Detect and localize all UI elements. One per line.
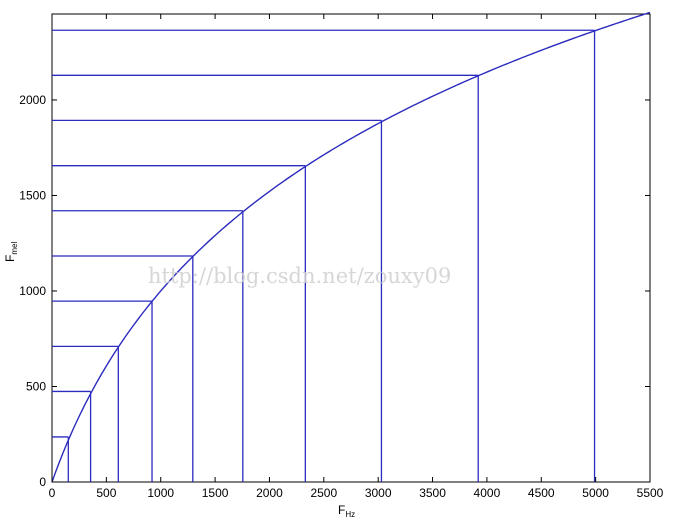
x-tick-label: 0 [49,486,56,500]
mel-curve [51,11,651,483]
reference-lines [52,29,596,482]
x-tick-labels: 0 500 1000 1500 2000 2500 3000 3500 4000 4500 5000… [49,486,664,500]
x-tick-label: 3500 [419,486,446,500]
x-tick-label: 3000 [365,486,392,500]
x-tick-label: 4000 [474,486,501,500]
y-axis-label: Fmel [3,242,19,262]
x-tick-label: 1500 [202,486,229,500]
axis-ticks [51,14,651,483]
x-tick-label: 500 [96,486,116,500]
y-tick-label: 500 [26,379,46,393]
y-tick-labels: 0 500 1000 1500 2000 [19,93,46,489]
x-tick-label: 5500 [637,486,664,500]
y-tick-label: 0 [39,475,46,489]
x-tick-label: 2500 [310,486,337,500]
y-tick-label: 2000 [19,93,46,107]
watermark: http://blog.csdn.net/zouxy09 [148,264,451,288]
x-axis-label: FHz [338,503,355,519]
x-tick-label: 2000 [256,486,283,500]
x-tick-label: 4500 [528,486,555,500]
x-tick-label: 1000 [147,486,174,500]
x-tick-label: 5000 [582,486,609,500]
y-tick-label: 1000 [19,284,46,298]
plot-frame [51,13,651,483]
y-tick-label: 1500 [19,188,46,202]
